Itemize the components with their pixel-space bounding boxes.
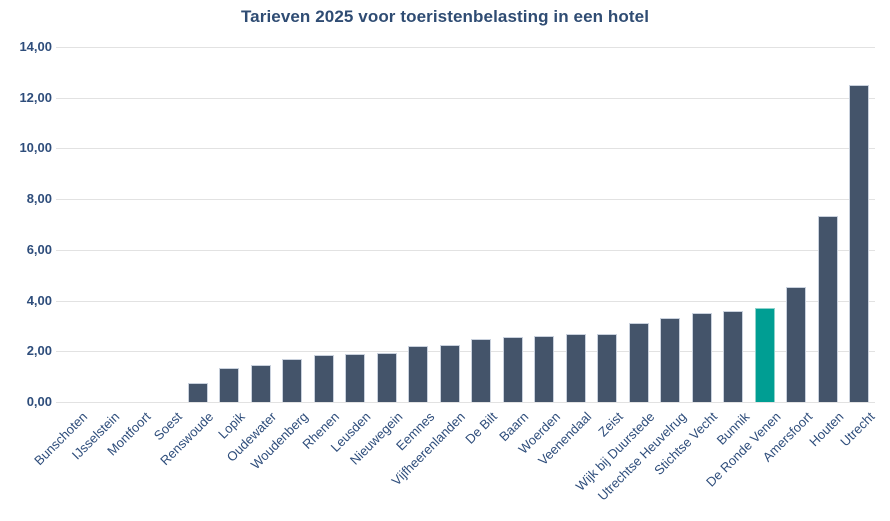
bar-utrechtse-heuvelrug bbox=[660, 318, 681, 402]
bar-woerden bbox=[534, 336, 555, 402]
bar-de-ronde-venen bbox=[754, 308, 775, 402]
bar-oudewater bbox=[250, 365, 271, 402]
bar-houten bbox=[817, 215, 838, 402]
gridline bbox=[56, 351, 875, 353]
gridline bbox=[56, 300, 875, 302]
y-axis-tick-label: 4,00 bbox=[26, 292, 52, 308]
y-axis-tick-label: 8,00 bbox=[26, 191, 52, 207]
bar-baarn bbox=[502, 337, 523, 402]
bar-woudenberg bbox=[282, 358, 303, 402]
bar-wijk-bij-duurstede bbox=[628, 323, 649, 402]
gridline bbox=[56, 199, 875, 201]
bar-de-bilt bbox=[471, 338, 492, 402]
x-axis-label-utrecht: Utrecht bbox=[837, 409, 878, 450]
x-axis-label-de-bilt: De Bilt bbox=[462, 409, 500, 447]
chart-title: Tarieven 2025 voor toeristenbelasting in… bbox=[240, 7, 650, 26]
bar-zeist bbox=[597, 333, 618, 402]
gridline bbox=[56, 148, 875, 150]
y-axis-tick-label: 14,00 bbox=[19, 39, 52, 54]
bar-veenendaal bbox=[565, 333, 586, 402]
bar-stichtse-vecht bbox=[691, 313, 712, 402]
y-axis-tick-label: 0,00 bbox=[26, 394, 52, 409]
bar-leusden bbox=[345, 353, 366, 402]
bar-eemnes bbox=[408, 346, 429, 402]
bar-renswoude bbox=[187, 382, 208, 402]
gridline bbox=[56, 97, 875, 99]
gridline bbox=[56, 249, 875, 251]
bar-rhenen bbox=[313, 355, 334, 402]
bar-lopik bbox=[219, 367, 240, 402]
y-axis-tick-label: 2,00 bbox=[26, 343, 52, 359]
y-axis-tick-label: 10,00 bbox=[19, 140, 52, 156]
y-axis-tick-label: 6,00 bbox=[26, 241, 52, 257]
bar-amersfoort bbox=[786, 286, 807, 402]
bar-vijfheerenlanden bbox=[439, 344, 460, 402]
bar-bunnik bbox=[723, 310, 744, 402]
gridline bbox=[56, 402, 875, 403]
bar-nieuwegein bbox=[376, 352, 397, 402]
y-axis-tick-label: 12,00 bbox=[19, 89, 52, 105]
gridline bbox=[56, 47, 875, 48]
bar-utrecht bbox=[849, 85, 870, 402]
